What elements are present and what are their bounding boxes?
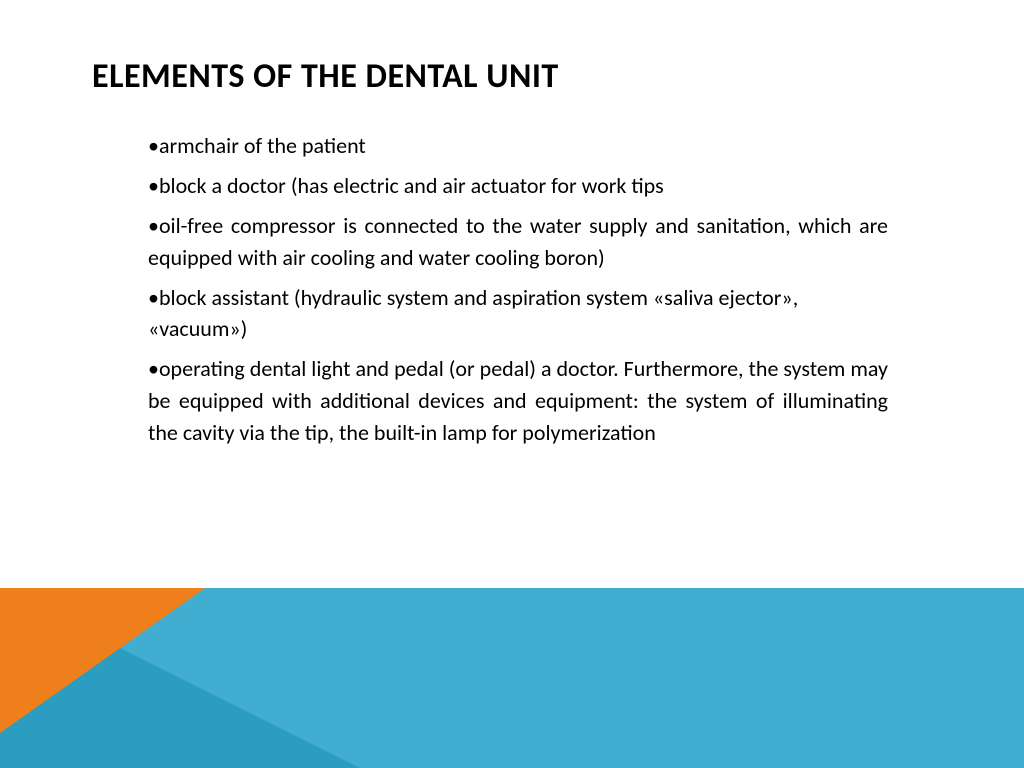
blue-light-shape — [0, 588, 1024, 768]
blue-dark-shape — [0, 588, 360, 768]
decorative-footer — [0, 558, 1024, 768]
slide-title: ELEMENTS OF THE DENTAL UNIT — [92, 56, 559, 97]
slide: ELEMENTS OF THE DENTAL UNIT •armchair of… — [0, 0, 1024, 768]
bullet-item: •block a doctor (has electric and air ac… — [148, 170, 888, 202]
bullet-item: •oil-free compressor is connected to the… — [148, 210, 888, 274]
bullet-item: •block assistant (hydraulic system and a… — [148, 282, 888, 346]
bullet-item: •armchair of the patient — [148, 130, 888, 162]
bullet-item: •operating dental light and pedal (or pe… — [148, 353, 888, 449]
orange-shape — [0, 588, 205, 733]
slide-body: •armchair of the patient •block a doctor… — [148, 130, 888, 457]
